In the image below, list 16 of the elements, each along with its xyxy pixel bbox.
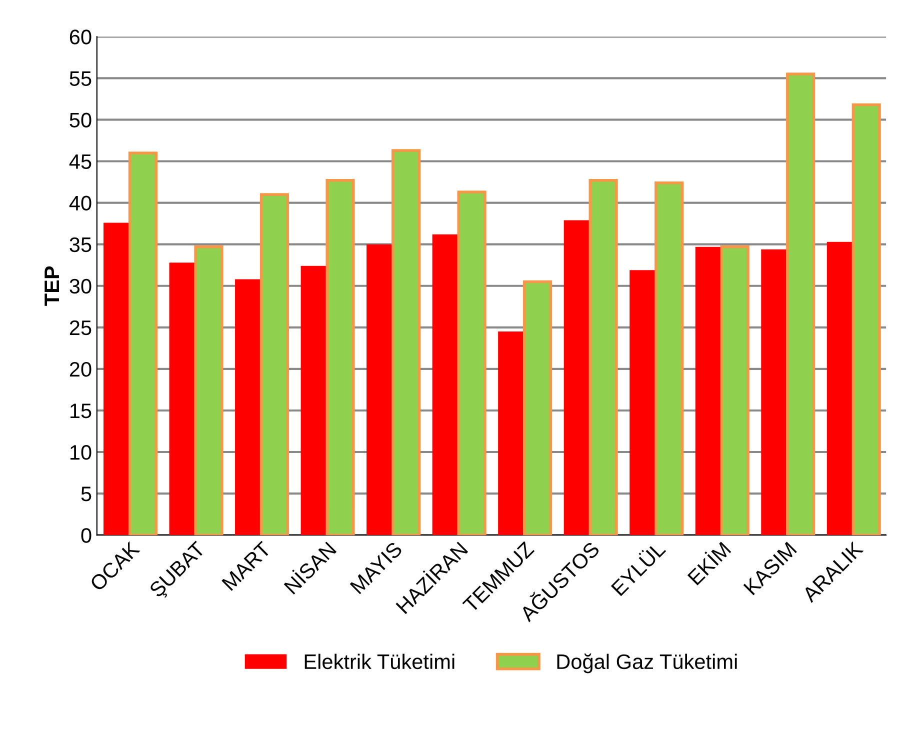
y-tick-label: 55 [70,71,92,86]
y-tick-label: 45 [69,154,92,170]
y-tick-label: 20 [70,362,92,377]
y-tick-label: 0 [81,528,92,543]
legend-label: Elektrik Tüketimi [304,654,454,670]
y-tick-label: 60 [70,30,92,44]
y-tick-label: 35 [70,237,92,252]
y-tick-label: 10 [70,445,92,460]
y-tick-label: 40 [69,196,92,211]
y-tick-label: 25 [70,320,92,336]
legend-label: Doğal Gaz Tüketimi [557,654,737,674]
y-tick-label: 50 [70,112,92,128]
y-axis-title: TEP [44,266,60,306]
y-tick-label: 5 [81,486,92,502]
y-tick-label: 15 [70,404,92,418]
y-tick-label: 30 [70,278,92,294]
